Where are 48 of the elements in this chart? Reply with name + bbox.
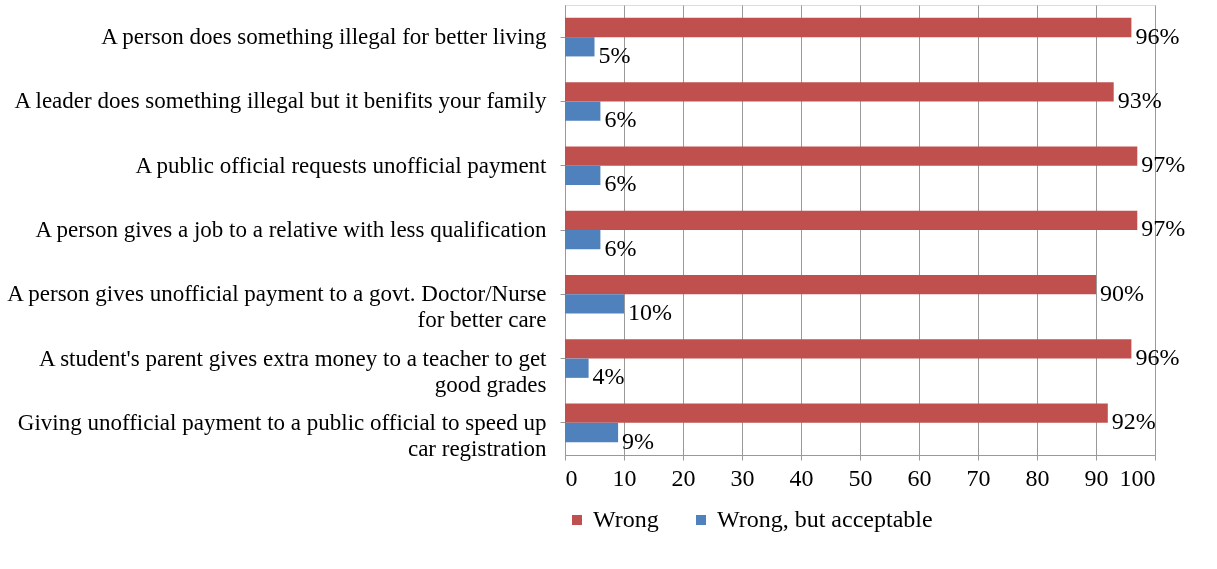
x-tick-label: 50 [848,464,873,491]
bar [565,17,1132,38]
data-label: 96% [1135,22,1180,49]
data-label: 5% [598,41,631,68]
bar [565,165,601,185]
x-tick-label: 100 [1119,464,1156,491]
y-tick-label: A student's parent gives extra money to a teacher to get good grades [39,345,548,397]
data-label: 97% [1141,151,1186,178]
bar [565,358,589,378]
data-label: 6% [604,106,637,133]
legend-label: Wrong [593,506,659,532]
data-label: 92% [1111,408,1156,435]
bar [565,101,601,121]
bar [565,294,624,314]
legend-label: Wrong, but acceptable [717,506,933,532]
bar [565,210,1138,230]
bar [565,82,1114,102]
x-tick-label: 0 [565,464,578,491]
data-label: 9% [622,427,655,454]
bar [565,146,1138,166]
bar [565,422,619,443]
x-tick-label: 90 [1084,464,1109,491]
y-tick-label: A leader does something illegal but it benifits your family [14,88,547,114]
bar [565,37,595,57]
bar [565,275,1096,295]
data-label: 6% [604,170,637,197]
data-label: 6% [604,234,637,261]
data-label: 90% [1100,279,1144,306]
x-tick-label: 70 [966,464,991,491]
data-label: 97% [1141,215,1186,242]
y-tick-label: A person gives unofficial payment to a govt. Doctor/Nurse for better care [7,281,547,333]
data-label: 10% [628,298,672,325]
bar [565,230,601,250]
x-tick-label: 80 [1025,464,1050,491]
bar [565,339,1132,359]
y-tick-label: Giving unofficial payment to a public official to speed up car registration [17,409,547,461]
x-tick-label: 40 [789,464,814,491]
y-tick-label: A person does something illegal for better living [101,24,547,50]
x-tick-label: 10 [612,464,637,491]
y-tick-label: A person gives a job to a relative with less qualification [35,217,547,242]
x-tick-label: 60 [907,464,932,491]
x-tick-label: 30 [730,464,755,491]
data-label: 96% [1135,343,1180,370]
bar [565,403,1108,423]
data-label: 4% [592,363,625,390]
x-tick-label: 20 [671,464,696,491]
y-tick-label: A public official requests unofficial payment [135,152,548,178]
data-label: 93% [1117,86,1162,113]
